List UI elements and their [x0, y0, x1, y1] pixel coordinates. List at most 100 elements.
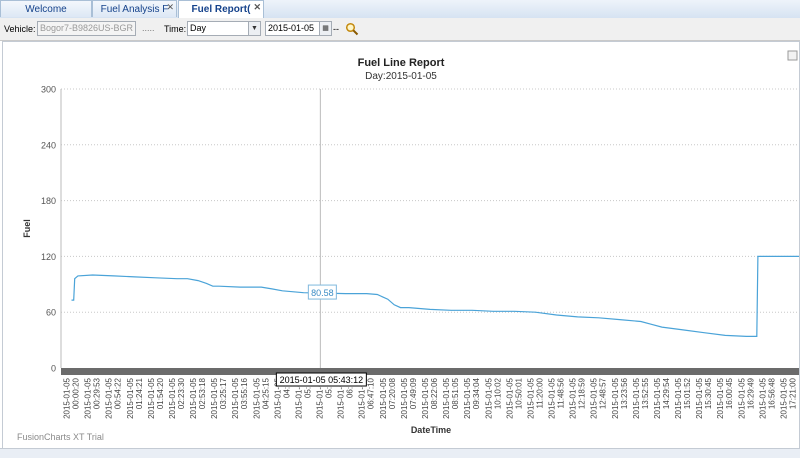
x-tick-label: 2015-01-05 [653, 377, 662, 418]
y-tick-label: 180 [41, 196, 56, 206]
x-tick-label: 2015-01-05 [695, 377, 704, 418]
tab-label: Welcome [25, 4, 67, 15]
x-tick-label: 2015-01-05 [526, 377, 535, 418]
x-tick-label: 2015-01-05 [632, 377, 641, 418]
x-tick-label: 00:29:53 [93, 377, 102, 409]
x-tick-label: 16:00:45 [725, 377, 734, 409]
x-tick-label: 2015-01-05 [126, 377, 135, 418]
close-icon[interactable]: ✕ [166, 2, 174, 12]
x-tick-label: 03:25:17 [219, 377, 228, 409]
x-tick-label: 10:50:01 [514, 377, 523, 409]
vehicle-label: Vehicle: [4, 24, 36, 34]
value-tooltip: 80.58 [311, 288, 334, 298]
export-menu-icon [787, 50, 798, 61]
x-tick-label: 15:30:45 [704, 377, 713, 409]
x-tick-label: 12:48:57 [599, 377, 608, 409]
tab-bar: Welcome Fuel Analysis F ✕ Fuel Report( ✕ [0, 0, 800, 19]
x-tick-label: 07:20:08 [388, 377, 397, 409]
tab-welcome[interactable]: Welcome [0, 0, 92, 17]
x-tick-label: 2015-01-05 [379, 377, 388, 418]
watermark-text: FusionCharts XT Trial [17, 432, 104, 442]
x-tick-label: 2015-01-05 [569, 377, 578, 418]
x-tick-label: 05:21 [303, 377, 312, 398]
x-tick-label: 15:01:52 [683, 377, 692, 409]
x-tick-label: 2015-01-05 [421, 377, 430, 418]
time-value: Day [190, 23, 207, 33]
vehicle-field[interactable]: Bogor7-B9826US-BGR [37, 21, 136, 36]
vehicle-picker-button[interactable]: ..... [142, 23, 155, 33]
x-tick-label: 08:51:05 [451, 377, 460, 409]
x-tick-label: 11:48:56 [557, 377, 566, 408]
date-value: 2015-01-05 [268, 23, 315, 33]
close-icon[interactable]: ✕ [253, 2, 261, 12]
x-tick-label: 02:53:18 [198, 377, 207, 409]
x-tick-label: 02:23:30 [177, 377, 186, 409]
fuel-series-line [71, 255, 799, 337]
x-tick-label: 2015-01-05 [147, 377, 156, 418]
time-select[interactable]: Day ▼ [187, 21, 261, 36]
x-tick-label: 16:56:48 [767, 377, 776, 409]
x-tick-label: 2015-01-05 [400, 377, 409, 418]
x-tick-label: 2015-01-05 [779, 377, 788, 418]
chevron-down-icon[interactable]: ▼ [248, 22, 260, 35]
tab-label: Fuel Report( [191, 4, 251, 15]
x-tick-label: 01:24:21 [135, 377, 144, 409]
filter-toolbar: Vehicle: Bogor7-B9826US-BGR ..... Time: … [0, 18, 800, 41]
x-tick-label: 00:54:22 [114, 377, 123, 409]
value-tooltip-box [307, 284, 337, 300]
crosshair-label-box [275, 372, 367, 387]
x-tick-label: 2015-01-05 [611, 377, 620, 418]
x-tick-label: 04:25:15 [261, 377, 270, 409]
x-tick-label: 2015-01-05 [358, 377, 367, 418]
x-tick-label: 2015-01-05 [463, 377, 472, 418]
y-tick-label: 60 [46, 308, 56, 318]
x-tick-label: 2015-01-05 [63, 377, 72, 418]
x-tick-label: 2015-01-05 [168, 377, 177, 418]
x-tick-label: 09:34:04 [472, 377, 481, 409]
x-tick-label: 2015-01-05 [252, 377, 261, 418]
tab-fuel-analysis[interactable]: Fuel Analysis F ✕ [92, 0, 177, 17]
y-tick-label: 120 [41, 252, 56, 262]
tab-fuel-report[interactable]: Fuel Report( ✕ [178, 0, 264, 18]
x-tick-label: 05:50 [325, 377, 334, 398]
x-tick-label: 2015-01-05 [505, 377, 514, 418]
y-tick-label: 300 [41, 85, 56, 95]
crosshair-label: 2015-01-05 05:43:12 [280, 375, 364, 385]
x-tick-label: 14:29:54 [662, 377, 671, 409]
x-tick-label: 2015-01-05 [484, 377, 493, 418]
vehicle-value: Bogor7-B9826US-BGR [40, 23, 134, 33]
x-tick-label: 2015-01-05 [716, 377, 725, 418]
x-tick-label: 2015-01-05 [548, 377, 557, 418]
x-axis-band [61, 368, 799, 375]
chart-title: Fuel Line Report [358, 57, 445, 69]
x-tick-label: 01:54:20 [156, 377, 165, 409]
x-tick-label: 2015-01-05 [337, 377, 346, 418]
y-tick-label: 0 [51, 364, 56, 374]
x-tick-label: 04:51 [282, 377, 291, 398]
x-tick-label: 2015-01-05 [674, 377, 683, 418]
x-tick-label: 11:20:00 [535, 377, 544, 408]
date-field[interactable]: 2015-01-05 ▦ [265, 21, 332, 36]
x-tick-label: 16:29:49 [746, 377, 755, 409]
x-tick-label: 2015-01-05 [84, 377, 93, 418]
y-tick-label: 240 [41, 140, 56, 150]
search-icon[interactable] [345, 22, 359, 36]
x-tick-label: 08:22:06 [430, 377, 439, 409]
x-tick-label: 2015-01-05 [189, 377, 198, 418]
y-axis-title: Fuel [22, 219, 32, 238]
date-separator: -- [333, 24, 339, 34]
x-tick-label: 2015-01-05 [758, 377, 767, 418]
x-tick-label: 07:49:09 [409, 377, 418, 409]
x-tick-label: 2015-01-05 [294, 377, 303, 418]
x-tick-label: 10:10:02 [493, 377, 502, 409]
x-tick-label: 12:18:59 [578, 377, 587, 409]
x-tick-label: 2015-01-05 [231, 377, 240, 418]
x-tick-label: 03:55:16 [240, 377, 249, 409]
time-label: Time: [164, 24, 187, 34]
fuel-line-chart: Fuel Line Report Day:2015-01-05 0 60 120 180 2… [17, 50, 799, 442]
x-tick-label: 00:00:20 [72, 377, 81, 409]
calendar-icon[interactable]: ▦ [319, 22, 331, 35]
status-bar [0, 448, 800, 458]
x-axis-title: DateTime [411, 425, 451, 435]
chart-subtitle: Day:2015-01-05 [365, 71, 437, 82]
